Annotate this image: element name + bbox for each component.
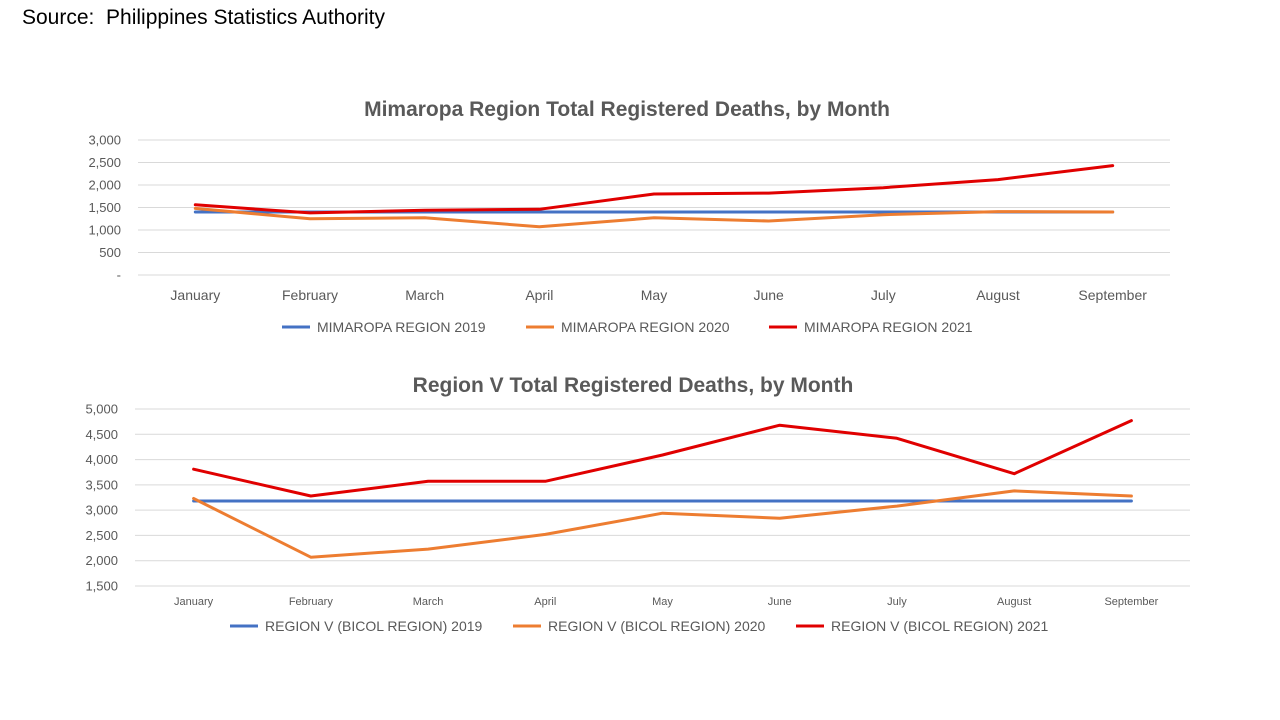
chart1-x-tick: July — [871, 287, 896, 303]
chart1-legend-label: MIMAROPA REGION 2019 — [317, 319, 486, 335]
chart2: Region V Total Registered Deaths, by Mon… — [85, 374, 1190, 634]
chart2-y-tick: 4,000 — [85, 452, 118, 467]
chart1-x-tick: January — [170, 287, 220, 303]
chart1-y-tick: 1,000 — [88, 223, 121, 238]
chart1-x-tick: June — [753, 287, 784, 303]
chart2-x-tick: January — [174, 596, 214, 608]
chart1-y-tick: 1,500 — [88, 200, 121, 215]
chart2-x-tick: September — [1104, 596, 1158, 608]
chart2-y-tick: 3,000 — [85, 503, 118, 518]
chart2-y-tick: 5,000 — [85, 402, 118, 417]
chart2-x-tick: August — [997, 596, 1031, 608]
chart1-y-tick: - — [117, 268, 121, 283]
chart1-y-tick: 500 — [99, 245, 121, 260]
chart2-y-tick: 4,500 — [85, 427, 118, 442]
chart2-legend-label: REGION V (BICOL REGION) 2020 — [548, 618, 766, 634]
chart2-x-tick: February — [289, 596, 334, 608]
chart1-legend-label: MIMAROPA REGION 2020 — [561, 319, 730, 335]
chart2-series-line-2 — [192, 489, 1133, 559]
chart2-x-tick: May — [652, 596, 673, 608]
chart1-x-tick: March — [405, 287, 444, 303]
chart2-legend-label: REGION V (BICOL REGION) 2021 — [831, 618, 1049, 634]
source-note: Source: Philippines Statistics Authority — [22, 6, 386, 29]
chart1-legend-label: MIMAROPA REGION 2021 — [804, 319, 973, 335]
chart2-title: Region V Total Registered Deaths, by Mon… — [413, 374, 854, 397]
chart2-x-tick: July — [887, 596, 907, 608]
chart2-y-tick: 1,500 — [85, 579, 118, 594]
chart2-y-tick: 3,500 — [85, 477, 118, 492]
chart2-y-tick: 2,500 — [85, 528, 118, 543]
chart1-x-tick: September — [1078, 287, 1147, 303]
chart1-series-line-3 — [193, 164, 1115, 215]
chart2-x-tick: June — [768, 596, 792, 608]
chart1-x-tick: April — [525, 287, 553, 303]
chart2-y-tick: 2,000 — [85, 553, 118, 568]
chart1-y-tick: 3,000 — [88, 133, 121, 148]
chart1-y-tick: 2,500 — [88, 155, 121, 170]
chart1-y-tick: 2,000 — [88, 178, 121, 193]
chart2-x-tick: April — [534, 596, 556, 608]
chart1-x-tick: February — [282, 287, 338, 303]
chart2-legend-label: REGION V (BICOL REGION) 2019 — [265, 618, 483, 634]
chart1-x-tick: August — [976, 287, 1020, 303]
chart1-x-tick: May — [641, 287, 667, 303]
chart1: Mimaropa Region Total Registered Deaths,… — [88, 98, 1170, 335]
chart1-title: Mimaropa Region Total Registered Deaths,… — [364, 98, 890, 121]
chart2-x-tick: March — [413, 596, 444, 608]
chart1-series-line-2 — [193, 206, 1115, 229]
chart2-series-line-3 — [192, 419, 1133, 498]
